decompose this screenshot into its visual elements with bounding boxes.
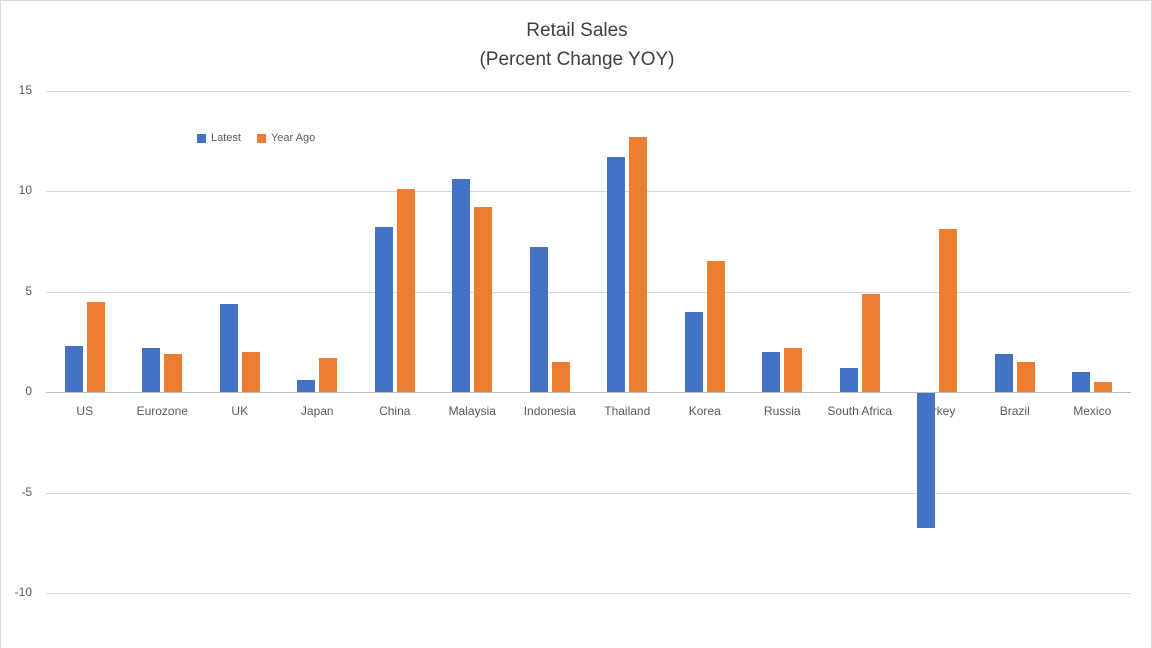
x-label-malaysia: Malaysia: [448, 404, 496, 418]
bar-latest-south-africa: [840, 368, 858, 392]
x-label-korea: Korea: [688, 404, 721, 418]
x-label-russia: Russia: [763, 404, 801, 418]
bar-year-ago-malaysia: [474, 207, 492, 392]
bar-year-ago-uk: [242, 352, 260, 392]
legend-swatch-latest: [197, 133, 206, 143]
gridline-y5: [46, 292, 1131, 293]
y-tick-label--5: -5: [21, 485, 32, 499]
x-label-us: US: [76, 404, 94, 418]
chart-title: Retail Sales (Percent Change YOY): [1, 16, 1151, 74]
chart-legend: Latest Year Ago: [197, 132, 315, 144]
y-tick-label-10: 10: [18, 183, 32, 197]
x-label-mexico: Mexico: [1073, 404, 1112, 418]
bar-year-ago-indonesia: [552, 362, 570, 392]
bar-year-ago-korea: [707, 261, 725, 392]
bar-latest-uk: [220, 304, 238, 392]
y-tick-label-15: 15: [18, 83, 32, 97]
y-tick-label--10: -10: [14, 585, 32, 599]
bar-latest-japan: [297, 380, 315, 392]
x-label-uk: UK: [231, 404, 249, 418]
gridline-y10: [46, 191, 1131, 192]
gridline-y-5: [46, 493, 1131, 494]
bar-year-ago-mexico: [1094, 382, 1112, 392]
chart-title-line2: (Percent Change YOY): [479, 49, 675, 70]
legend-item-latest: Latest: [197, 132, 241, 144]
bar-latest-russia: [762, 352, 780, 392]
bar-latest-korea: [685, 312, 703, 392]
bar-year-ago-brazil: [1017, 362, 1035, 392]
bar-year-ago-turkey: [939, 229, 957, 392]
legend-label-latest: Latest: [211, 132, 241, 144]
bar-year-ago-eurozone: [164, 354, 182, 392]
x-label-china: China: [379, 404, 411, 418]
legend-swatch-year-ago: [256, 133, 266, 143]
y-tick-label-0: 0: [25, 384, 32, 398]
x-label-brazil: Brazil: [999, 404, 1030, 418]
bar-latest-eurozone: [142, 348, 160, 392]
bar-year-ago-thailand: [629, 137, 647, 392]
bar-latest-brazil: [995, 354, 1013, 392]
x-axis-line: [46, 392, 1131, 393]
gridline-y-10: [46, 593, 1131, 594]
legend-item-year-ago: Year Ago: [256, 132, 316, 144]
bar-latest-us: [65, 346, 83, 392]
legend-label-year-ago: Year Ago: [270, 132, 316, 144]
bar-latest-malaysia: [452, 179, 470, 392]
bar-year-ago-us: [87, 302, 105, 392]
chart-title-line1: Retail Sales: [526, 20, 628, 41]
x-label-turkey: Turkey: [919, 404, 956, 418]
bar-latest-china: [375, 227, 393, 392]
x-label-indonesia: Indonesia: [523, 404, 576, 418]
x-label-eurozone: Eurozone: [136, 404, 188, 418]
bar-year-ago-russia: [784, 348, 802, 392]
bar-latest-turkey: [917, 393, 935, 528]
x-label-south-africa: South Africa: [827, 404, 893, 418]
x-label-japan: Japan: [300, 404, 334, 418]
bar-latest-thailand: [607, 157, 625, 392]
gridline-y15: [46, 91, 1131, 92]
x-label-thailand: Thailand: [604, 404, 651, 418]
bar-year-ago-china: [397, 189, 415, 392]
bar-latest-mexico: [1072, 372, 1090, 392]
bar-year-ago-south-africa: [862, 294, 880, 392]
bar-latest-indonesia: [530, 247, 548, 392]
bar-year-ago-japan: [319, 358, 337, 392]
y-tick-label-5: 5: [25, 284, 32, 298]
